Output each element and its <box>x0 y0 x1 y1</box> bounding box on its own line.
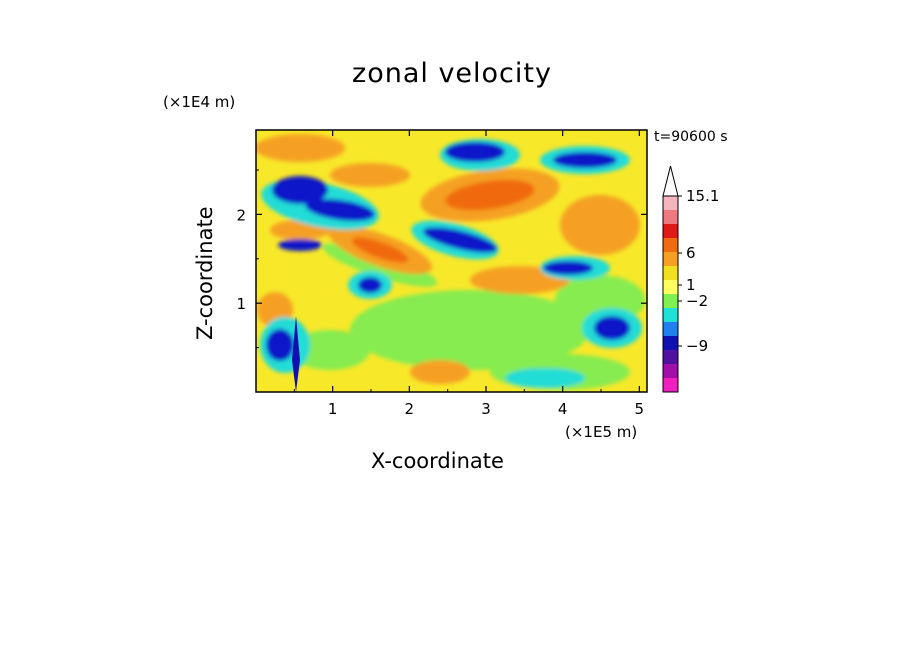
field-region-blue <box>423 227 497 253</box>
contour-field <box>256 130 647 392</box>
field-region-orange-dark <box>445 179 535 211</box>
field-region-orange <box>256 134 345 162</box>
z-scale-label: (×1E4 m) <box>163 93 236 111</box>
field-feature-steep <box>292 316 300 392</box>
colorbar-segment <box>663 224 678 238</box>
colorbar-label: −9 <box>686 337 708 355</box>
colorbar-segment <box>663 322 678 336</box>
colorbar-segment <box>663 336 678 350</box>
x-tick-label: 4 <box>558 400 568 418</box>
field-region-orange-dark <box>351 237 409 263</box>
colorbar-label: 15.1 <box>686 187 719 205</box>
field-region-cyan <box>505 368 585 388</box>
field-region-orange <box>330 163 410 187</box>
field-region-blue <box>266 329 294 361</box>
field-region-blue <box>553 152 617 168</box>
field-region-blue <box>358 277 382 293</box>
plot-frame <box>255 129 648 393</box>
colorbar-segment <box>663 350 678 364</box>
colorbar-segment <box>663 364 678 378</box>
field-region-green <box>350 290 590 370</box>
field-region-blue <box>543 261 593 275</box>
x-tick-group: 1 2 3 4 5 <box>293 130 645 418</box>
x-scale-label: (×1E5 m) <box>565 423 638 441</box>
colorbar-segment <box>663 280 678 294</box>
colorbar-label: 6 <box>686 244 696 262</box>
colorbar-segment <box>663 196 678 210</box>
colorbar-segment <box>663 266 678 280</box>
colorbar-segment <box>663 252 678 266</box>
field-region-orange <box>410 360 470 384</box>
field-region-green <box>290 330 370 370</box>
y-tick-label: 2 <box>236 206 246 224</box>
x-tick-label: 1 <box>328 400 338 418</box>
colorbar-segment <box>663 238 678 252</box>
field-region-blue <box>272 176 328 204</box>
colorbar-label: −2 <box>686 292 708 310</box>
colorbar-frame <box>662 195 679 393</box>
x-tick-label: 2 <box>405 400 415 418</box>
colorbar: 15.1 6 1−2 −9 <box>662 165 719 393</box>
y-tick-label: 1 <box>236 295 246 313</box>
field-region-blue <box>445 142 505 162</box>
colorbar-label: 1 <box>686 276 696 294</box>
field-region-blue <box>305 198 375 222</box>
field-region-orange <box>560 195 640 255</box>
field-region-blue <box>278 239 322 251</box>
x-tick-label: 5 <box>635 400 645 418</box>
chart-title: zonal velocity <box>352 58 552 89</box>
x-axis-label: X-coordinate <box>371 449 504 473</box>
colorbar-arrow <box>662 165 679 197</box>
colorbar-segment <box>663 210 678 224</box>
colorbar-segment <box>663 294 678 308</box>
colorbar-segment <box>663 378 678 392</box>
y-tick-group: 12 <box>236 169 647 349</box>
field-region-blue <box>594 316 630 340</box>
colorbar-segment <box>663 308 678 322</box>
x-tick-label: 3 <box>481 400 491 418</box>
time-annotation: t=90600 s <box>654 129 728 145</box>
